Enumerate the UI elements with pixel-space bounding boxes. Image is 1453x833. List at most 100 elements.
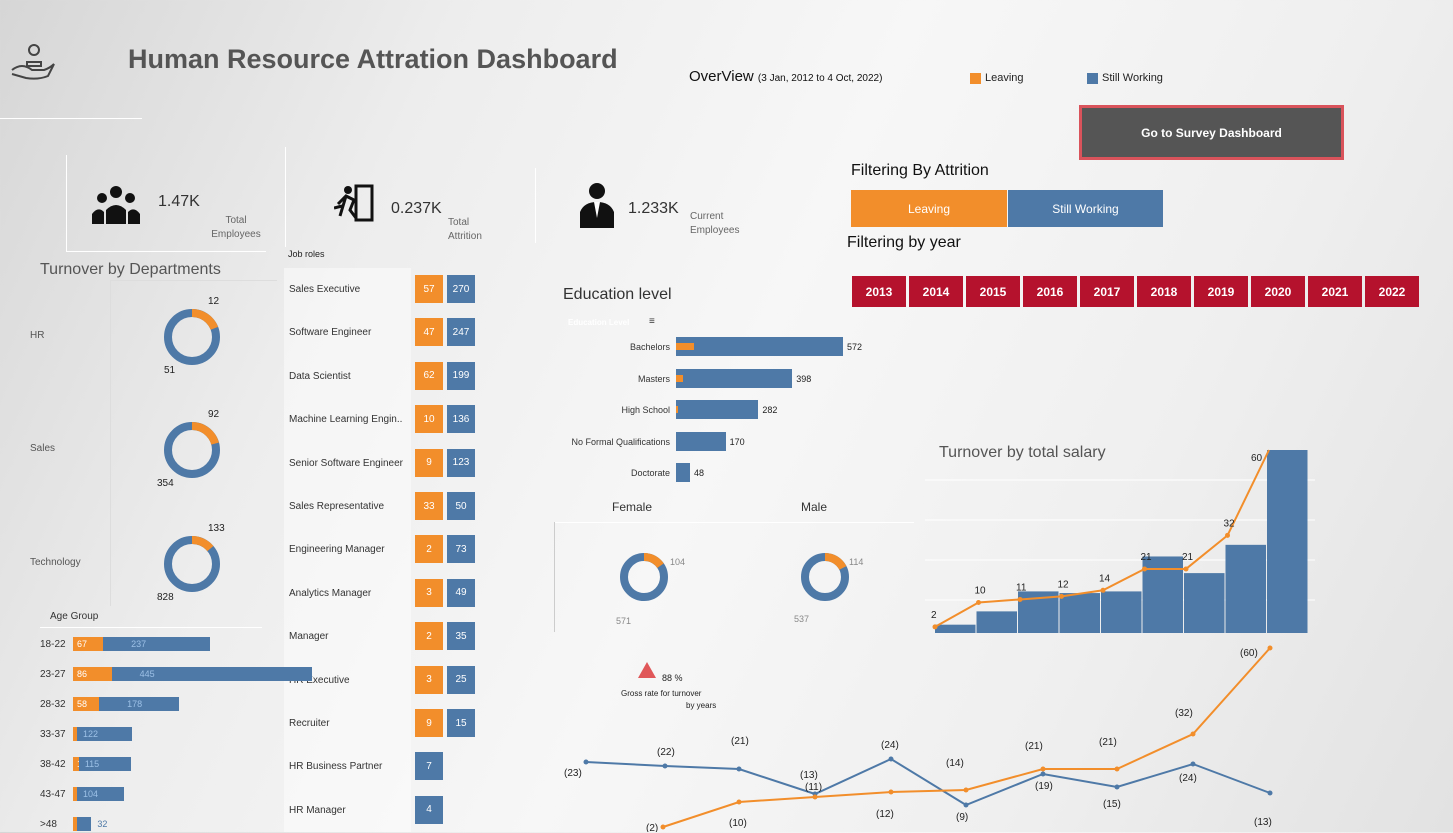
department-working-value: 828 (157, 592, 174, 603)
age-group-row: 33-375122 (40, 727, 275, 743)
salary-chart-title: Turnover by total salary (939, 444, 1106, 461)
leaving-point (660, 824, 666, 830)
year-button-2013[interactable]: 2013 (852, 276, 906, 307)
job-role-row[interactable]: HR Manager 4 (289, 795, 479, 826)
overview-label: OverView (3 Jan, 2012 to 4 Oct, 2022) (689, 68, 882, 85)
year-button-2018[interactable]: 2018 (1137, 276, 1191, 307)
filter-leaving-button[interactable]: Leaving (851, 190, 1007, 227)
education-working-bar (676, 368, 793, 388)
job-role-name: Machine Learning Engin.. (289, 414, 403, 426)
kpi-label-line: Employees (211, 229, 261, 240)
job-role-row[interactable]: Engineering Manager 2 73 (289, 535, 479, 565)
job-role-row[interactable]: Machine Learning Engin.. 10 136 (289, 405, 479, 435)
survey-dashboard-button[interactable]: Go to Survey Dashboard (1079, 105, 1344, 160)
kpi-label-line: Attrition (448, 231, 482, 242)
leaving-label: (21) (1025, 741, 1043, 752)
job-role-working: 49 (447, 578, 475, 607)
job-role-name: Senior Software Engineer (289, 457, 403, 469)
gender-divider (554, 522, 914, 523)
male-label: Male (801, 500, 828, 514)
job-role-row[interactable]: Sales Executive 57 270 (289, 275, 479, 305)
department-donut (163, 421, 221, 484)
filter-attrition-title: Filtering By Attrition (851, 162, 989, 179)
leaving-point (1190, 731, 1196, 737)
job-role-row[interactable]: Analytics Manager 3 49 (289, 578, 479, 609)
age-group-leaving-bar: 86 (73, 667, 112, 681)
kpi-divider (535, 168, 536, 243)
job-role-row[interactable]: Senior Software Engineer 9 123 (289, 448, 479, 479)
department-working-value: 51 (164, 365, 176, 376)
education-value: 572 (847, 342, 863, 352)
age-group-working-bar: 445 (111, 667, 312, 681)
department-label: HR (30, 330, 45, 341)
legend-label-leaving: Leaving (985, 72, 1024, 84)
still-working-label: (19) (1035, 781, 1053, 792)
job-role-working: 15 (447, 709, 475, 737)
job-role-name: HR Manager (289, 804, 346, 816)
job-role-row[interactable]: Recruiter 9 15 (289, 709, 479, 739)
year-button-2021[interactable]: 2021 (1308, 276, 1362, 307)
year-button-row: 2013 2014 2015 2016 2017 2018 2019 2020 2021 2022 (852, 276, 1422, 307)
year-button-2022[interactable]: 2022 (1365, 276, 1419, 307)
education-working-bar (676, 337, 843, 356)
job-role-name: Manager (289, 631, 329, 643)
job-role-leaving: 62 (415, 361, 443, 390)
female-leaving-arc (620, 553, 668, 601)
overview-range: (3 Jan, 2012 to 4 Oct, 2022) (757, 73, 883, 84)
year-button-2015[interactable]: 2015 (966, 276, 1020, 307)
department-donut-svg (164, 536, 220, 592)
age-group-leaving-value: 67 (77, 639, 88, 649)
leaving-label: (21) (1099, 737, 1117, 748)
year-button-2020[interactable]: 2020 (1251, 276, 1305, 307)
job-role-row[interactable]: HR Executive 3 25 (289, 665, 479, 696)
gross-rate-line2: by years (686, 701, 717, 710)
education-working-bar (676, 463, 690, 482)
year-button-2019[interactable]: 2019 (1194, 276, 1248, 307)
legend-label-still-working: Still Working (1102, 72, 1163, 84)
job-role-row[interactable]: Sales Representative 33 50 (289, 492, 479, 522)
education-value: 398 (796, 373, 812, 384)
sort-icon[interactable]: ≡ (649, 316, 655, 327)
male-working-value: 537 (794, 614, 810, 624)
male-donut-svg (801, 553, 849, 601)
department-leaving-value: 12 (208, 296, 220, 307)
still-working-line (585, 757, 1271, 807)
still-working-label: (15) (1103, 799, 1121, 810)
people-group-icon (92, 184, 140, 229)
exit-icon (333, 184, 376, 229)
job-role-working: 247 (447, 318, 475, 347)
departments-title: Turnover by Departments (40, 261, 221, 278)
age-group-working-value: 445 (139, 669, 155, 679)
job-role-name: Analytics Manager (289, 587, 372, 599)
still-working-point (1267, 790, 1273, 796)
age-group-working-bar: 237 (103, 637, 210, 651)
department-donut (163, 308, 221, 371)
job-role-name: Software Engineer (289, 327, 372, 339)
filter-still-working-button[interactable]: Still Working (1008, 190, 1163, 227)
kpi-total-employees-value: 1.47K (158, 193, 200, 210)
salary-bar (1059, 593, 1100, 633)
department-leaving-arc (164, 422, 220, 478)
year-button-2017[interactable]: 2017 (1080, 276, 1134, 307)
job-role-working: 73 (447, 535, 475, 564)
year-button-2016[interactable]: 2016 (1023, 276, 1077, 307)
still-working-label: (22) (657, 747, 675, 758)
kpi-current-employees-value: 1.233K (628, 200, 679, 217)
legend-swatch-still-working (1087, 72, 1098, 84)
department-donut (163, 535, 221, 598)
male-donut (799, 551, 851, 608)
salary-leaving-label: 2 (931, 610, 937, 621)
job-role-row[interactable]: Software Engineer 47 247 (289, 318, 479, 348)
job-role-row[interactable]: Manager 2 35 (289, 622, 479, 652)
age-group-working-value: 178 (127, 699, 143, 709)
job-role-working: 50 (447, 492, 475, 520)
job-role-row[interactable]: Data Scientist 62 199 (289, 361, 479, 392)
job-role-row[interactable]: HR Business Partner 7 (289, 752, 479, 782)
salary-leaving-label: 21 (1141, 552, 1153, 563)
education-title: Education level (563, 286, 672, 303)
education-label: Doctorate (630, 468, 670, 478)
salary-bar (1267, 450, 1308, 633)
salary-leaving-point (1100, 587, 1106, 593)
year-button-2014[interactable]: 2014 (909, 276, 963, 307)
triangle-up-icon (638, 662, 656, 678)
